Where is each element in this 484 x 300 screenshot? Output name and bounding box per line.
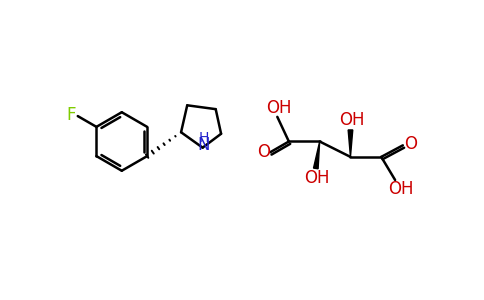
Polygon shape	[314, 142, 319, 169]
Polygon shape	[348, 130, 353, 157]
Text: H: H	[198, 130, 209, 145]
Text: O: O	[404, 135, 417, 153]
Text: O: O	[257, 143, 270, 161]
Text: OH: OH	[266, 99, 291, 117]
Text: OH: OH	[389, 180, 414, 198]
Text: OH: OH	[304, 169, 329, 188]
Text: OH: OH	[339, 111, 365, 129]
Text: N: N	[197, 136, 210, 154]
Text: F: F	[67, 106, 76, 124]
